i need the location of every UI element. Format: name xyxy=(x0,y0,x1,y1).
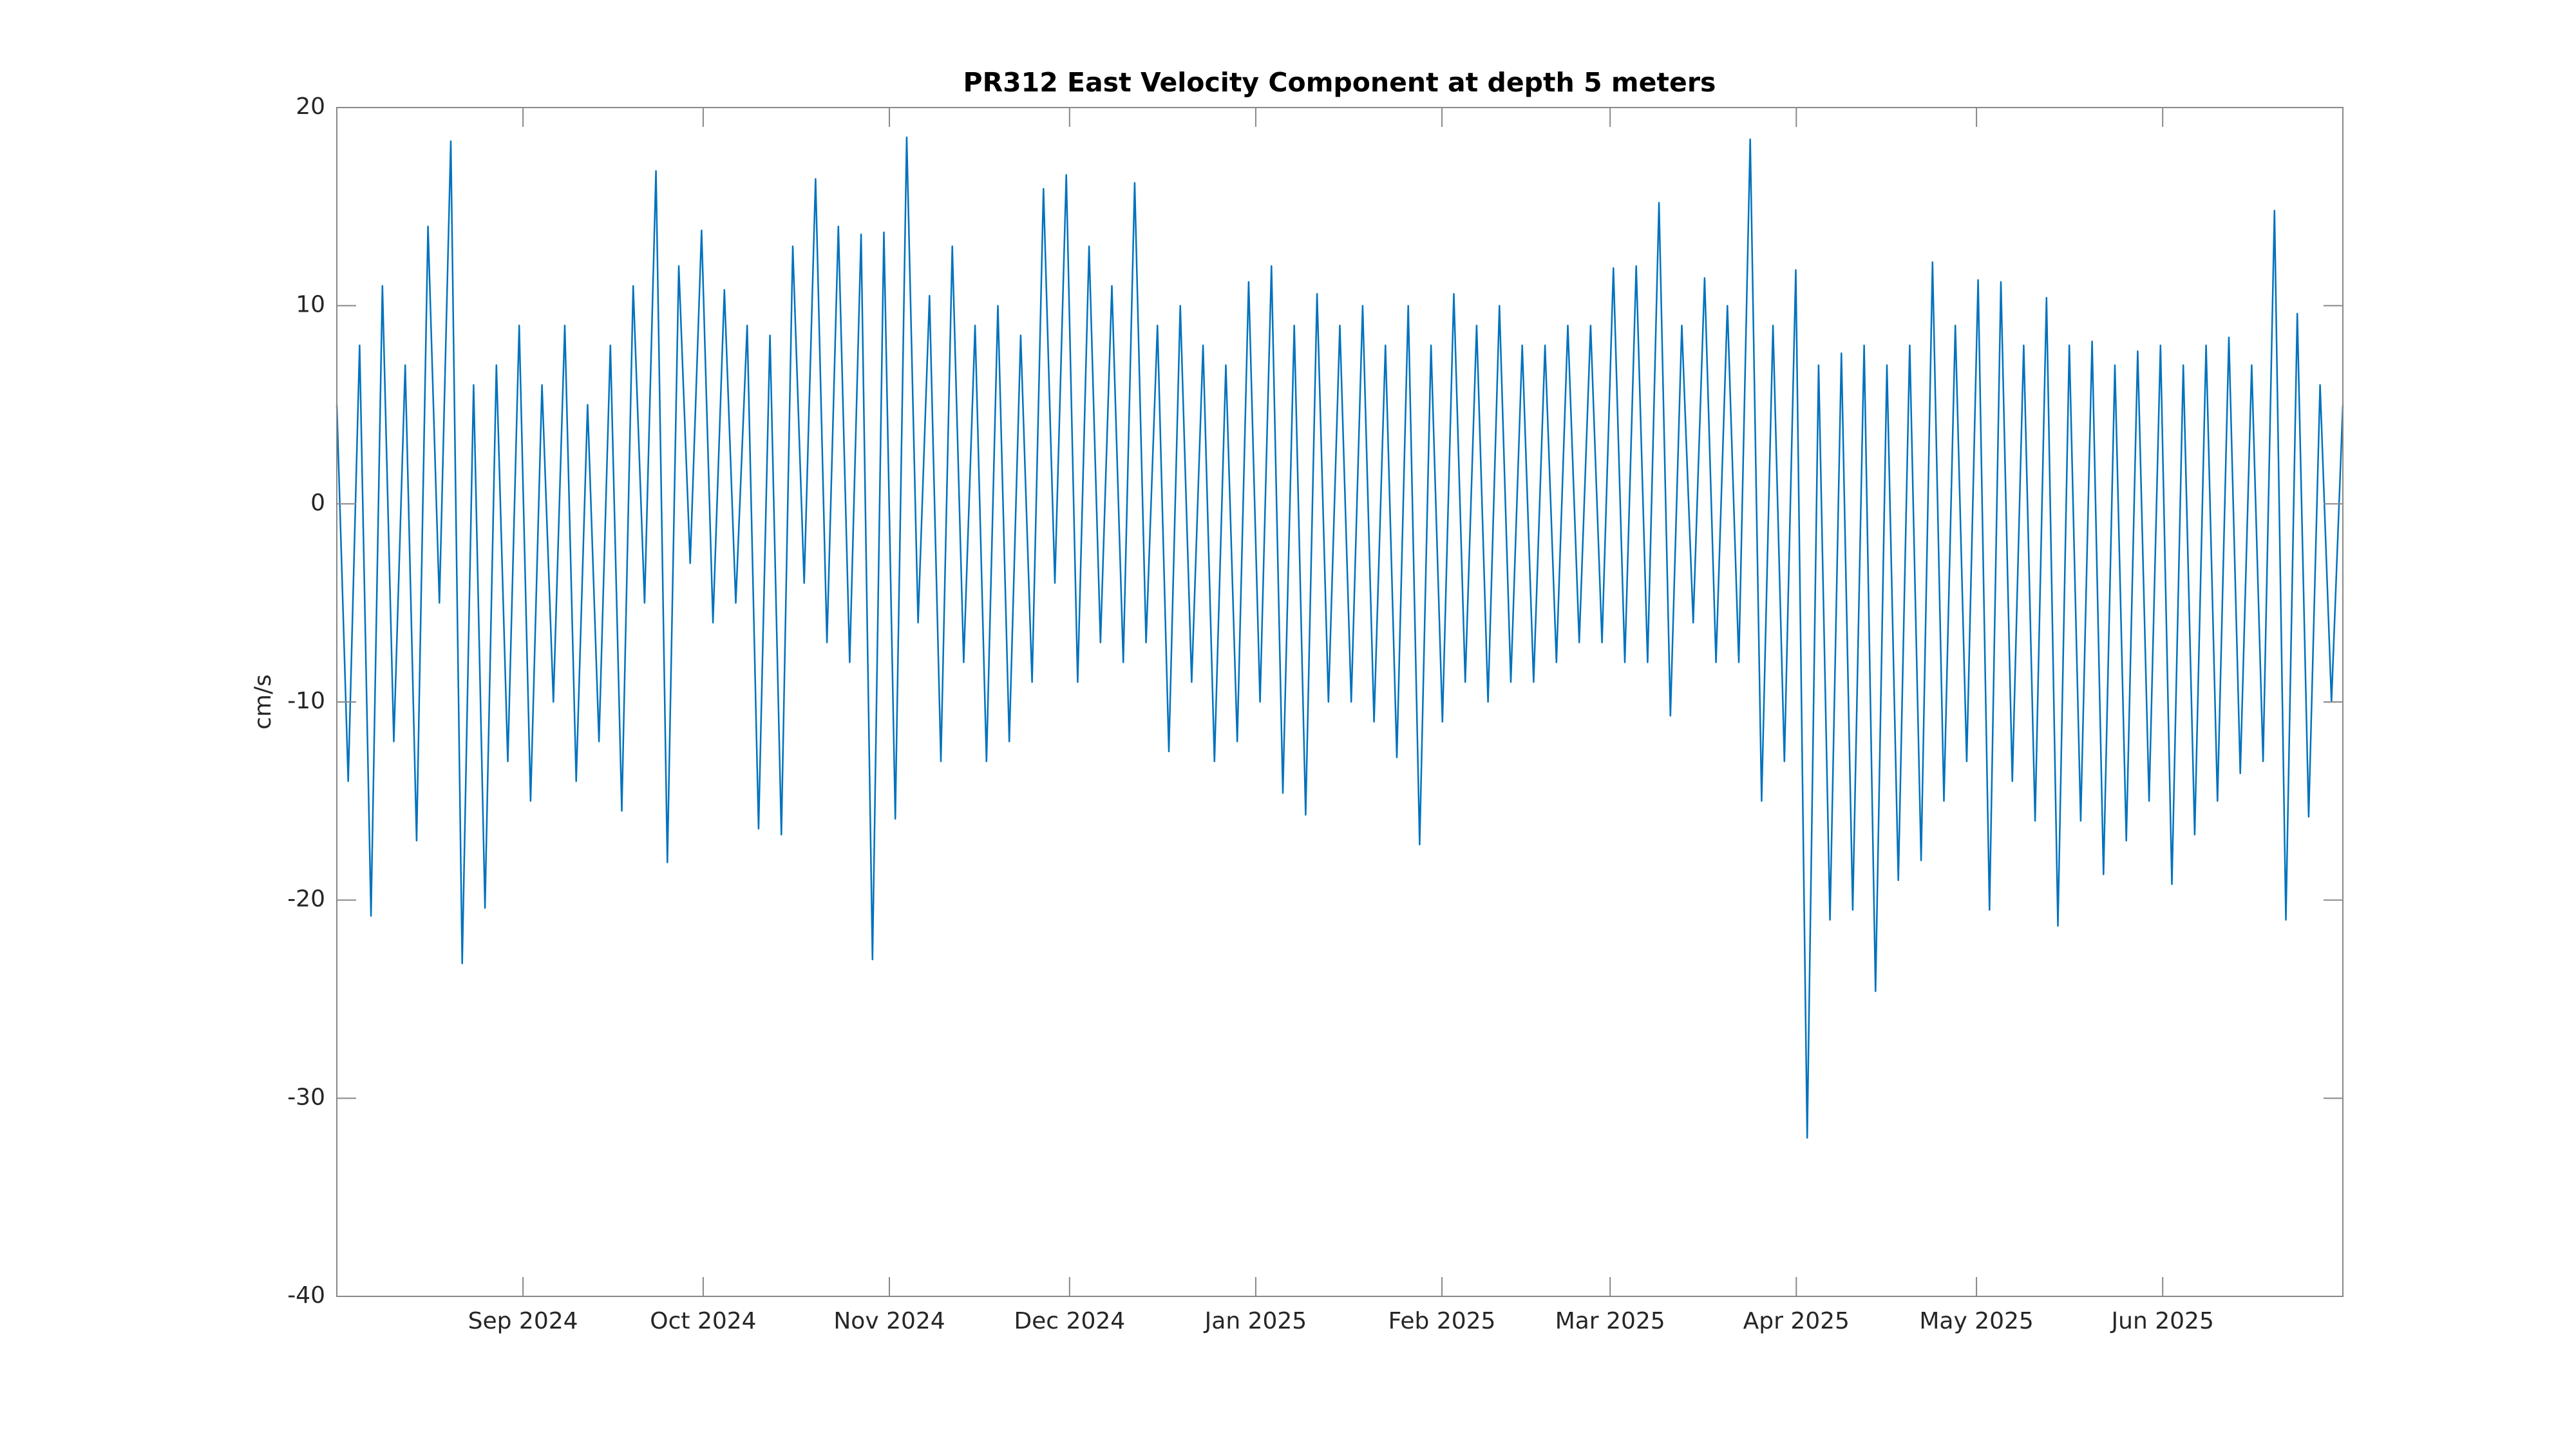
x-tick-label: Sep 2024 xyxy=(468,1308,578,1334)
y-tick-label: -10 xyxy=(287,688,325,714)
y-tick-label: -30 xyxy=(287,1084,325,1110)
y-tick-label: 0 xyxy=(310,489,325,516)
x-tick-label: Feb 2025 xyxy=(1388,1308,1496,1334)
y-tick-label: 10 xyxy=(296,292,325,318)
y-axis-label: cm/s xyxy=(250,674,276,730)
x-tick-label: Apr 2025 xyxy=(1743,1308,1850,1334)
x-tick-label: Jan 2025 xyxy=(1204,1308,1307,1334)
plot-frame xyxy=(336,107,2344,1297)
y-tick-label: -40 xyxy=(287,1282,325,1309)
y-tick-label: -20 xyxy=(287,886,325,913)
x-tick-label: Dec 2024 xyxy=(1014,1308,1125,1334)
x-tick-label: Jun 2025 xyxy=(2110,1308,2214,1334)
data-line xyxy=(336,136,2344,1139)
x-tick-label: May 2025 xyxy=(1919,1308,2034,1334)
x-tick-label: Oct 2024 xyxy=(650,1308,756,1334)
chart-title: PR312 East Velocity Component at depth 5… xyxy=(963,67,1716,98)
x-tick-label: Nov 2024 xyxy=(833,1308,945,1334)
y-tick-label: 20 xyxy=(296,93,325,120)
x-tick-label: Mar 2025 xyxy=(1555,1308,1665,1334)
